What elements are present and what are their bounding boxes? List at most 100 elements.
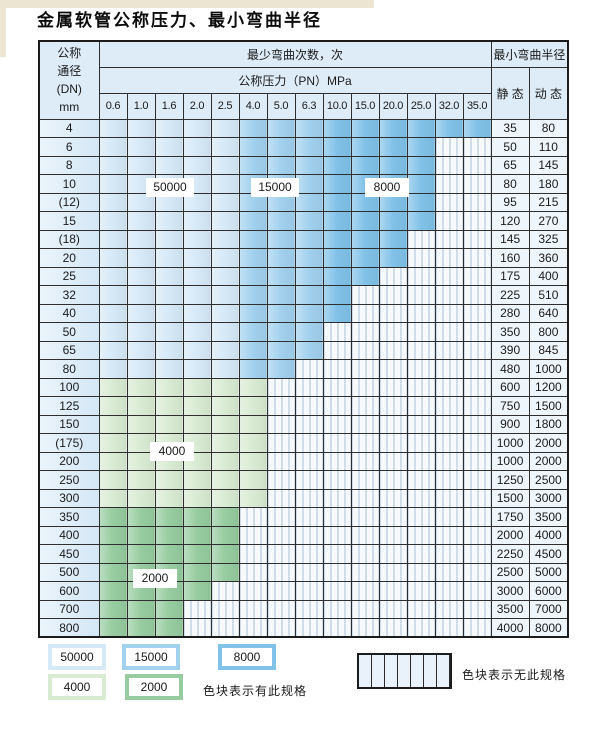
cycle-cell <box>98 599 128 619</box>
cycle-cell <box>210 488 240 508</box>
cycle-cell <box>182 377 212 397</box>
cycle-cell <box>322 359 352 379</box>
cycle-cell <box>210 507 240 527</box>
decorative-left-strip <box>0 0 6 57</box>
static-cell: 145 <box>490 229 530 249</box>
cycle-cell <box>378 451 408 471</box>
cycle-cell <box>182 248 212 268</box>
legend-swatch-label: 4000 <box>52 678 102 696</box>
dn-cell: 350 <box>38 507 100 527</box>
cycle-cell <box>210 137 240 157</box>
cycle-cell <box>294 322 324 342</box>
dynamic-cell: 270 <box>528 211 569 231</box>
cycle-cell <box>294 155 324 175</box>
cycle-cell <box>154 488 184 508</box>
static-cell: 95 <box>490 192 530 212</box>
table-row: 250 1250 2500 <box>38 470 569 490</box>
legend-swatch-label: 15000 <box>126 648 176 666</box>
cycle-cell <box>406 507 436 527</box>
table-row: 6 50 110 <box>38 137 569 157</box>
dn-cell: 15 <box>38 211 100 231</box>
legend-swatch-8000: 8000 <box>218 644 276 670</box>
cycle-cell <box>322 285 352 305</box>
cycle-cell <box>98 174 128 194</box>
cycle-cell <box>126 229 156 249</box>
cycle-cell <box>462 433 492 453</box>
cycle-cell <box>126 544 156 564</box>
cycle-cell <box>126 211 156 231</box>
cycle-cell <box>210 192 240 212</box>
cycle-cell <box>350 451 380 471</box>
cycle-cell <box>350 581 380 601</box>
table-row: 25 175 400 <box>38 266 569 286</box>
table-row: 600 3000 6000 <box>38 581 569 601</box>
cycle-cell <box>350 248 380 268</box>
cycle-cell <box>238 618 268 638</box>
static-cell: 900 <box>490 414 530 434</box>
static-cell: 65 <box>490 155 530 175</box>
dn-cell: 8 <box>38 155 100 175</box>
static-cell: 80 <box>490 174 530 194</box>
cycle-cell <box>322 137 352 157</box>
cycle-cell <box>406 433 436 453</box>
cycle-cell <box>126 396 156 416</box>
cycle-cell <box>294 137 324 157</box>
dynamic-cell: 7000 <box>528 599 569 619</box>
cycle-cell <box>378 414 408 434</box>
cycle-cell <box>378 303 408 323</box>
cycle-cell <box>322 192 352 212</box>
cycle-cell <box>154 618 184 638</box>
cycle-cell <box>238 155 268 175</box>
cycle-cell <box>322 211 352 231</box>
cycle-cell <box>154 137 184 157</box>
cycle-cell <box>182 229 212 249</box>
cycle-cell <box>434 248 464 268</box>
cycle-cell <box>462 192 492 212</box>
cycle-cell <box>182 599 212 619</box>
cycle-cell <box>238 507 268 527</box>
static-cell: 50 <box>490 137 530 157</box>
cycle-cell <box>434 137 464 157</box>
cycle-cell <box>350 377 380 397</box>
cycle-cell <box>98 303 128 323</box>
cycle-cell <box>182 303 212 323</box>
cycle-cell <box>182 340 212 360</box>
cycle-cell <box>434 525 464 545</box>
cycle-cell <box>462 322 492 342</box>
cycle-cell <box>266 581 296 601</box>
static-cell: 2500 <box>490 562 530 582</box>
cycle-cell <box>238 248 268 268</box>
cycle-cell <box>266 488 296 508</box>
cycle-cell <box>406 118 436 138</box>
cycle-cell <box>462 599 492 619</box>
cycle-cell <box>378 544 408 564</box>
cycle-cell <box>98 451 128 471</box>
cycle-cell <box>350 192 380 212</box>
cycle-cell <box>462 359 492 379</box>
cycle-cell <box>434 544 464 564</box>
table-row: 65 390 845 <box>38 340 569 360</box>
cycle-cell <box>154 155 184 175</box>
cycle-cell <box>294 433 324 453</box>
cycle-cell <box>406 248 436 268</box>
cycle-cell <box>210 303 240 323</box>
cycle-cell <box>238 414 268 434</box>
cycle-cell <box>462 470 492 490</box>
cycle-cell <box>434 155 464 175</box>
cycle-cell <box>266 192 296 212</box>
cycle-cell <box>98 340 128 360</box>
dynamic-cell: 215 <box>528 192 569 212</box>
cycle-cell <box>98 507 128 527</box>
cycle-cell <box>378 155 408 175</box>
legend-no-spec-text: 色块表示无此规格 <box>462 668 567 682</box>
cycle-cell <box>350 137 380 157</box>
cycle-cell <box>294 525 324 545</box>
cycle-cell <box>210 377 240 397</box>
cycle-cell <box>434 507 464 527</box>
cycle-cell <box>294 192 324 212</box>
cycle-cell <box>462 303 492 323</box>
cycle-cell <box>238 377 268 397</box>
cycle-cell <box>210 266 240 286</box>
cycle-cell <box>238 525 268 545</box>
cycle-cell <box>434 377 464 397</box>
